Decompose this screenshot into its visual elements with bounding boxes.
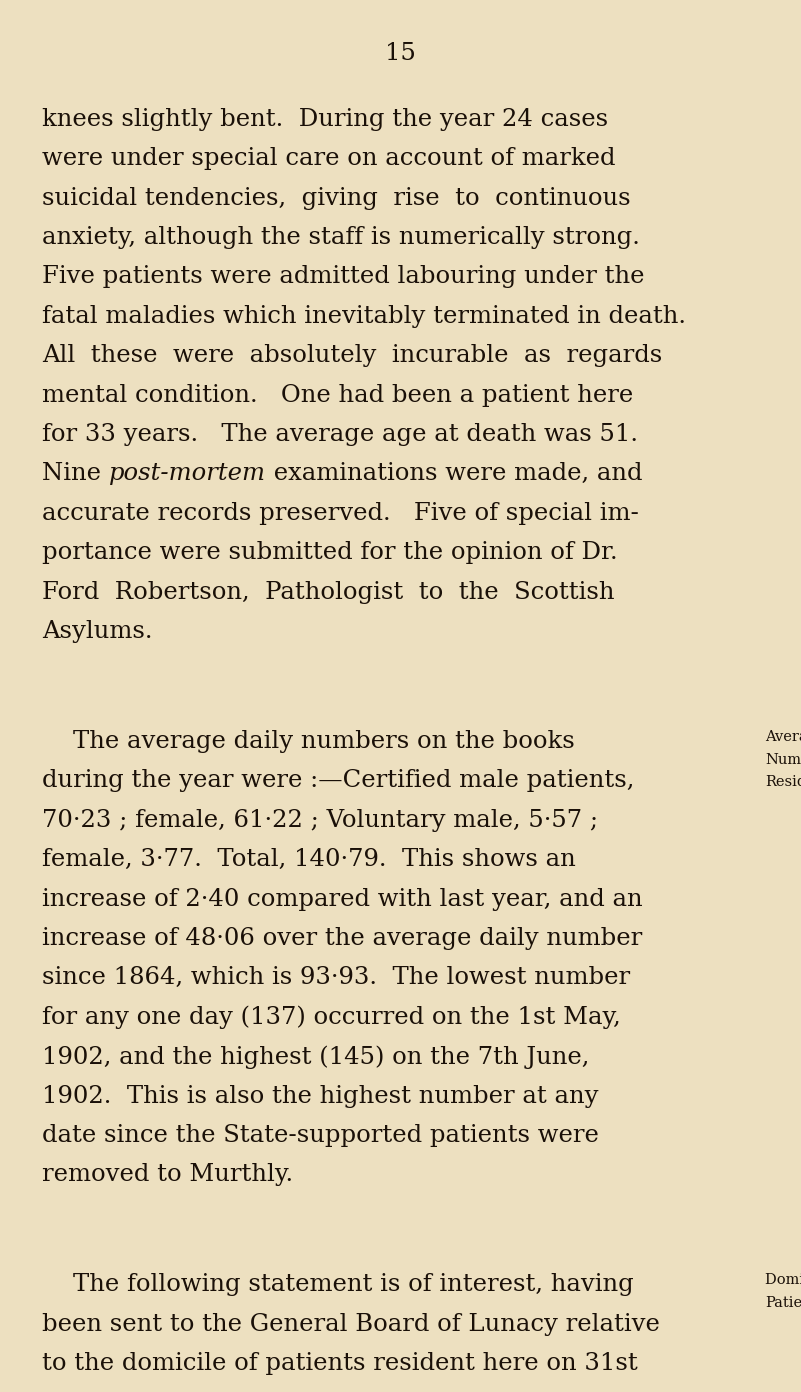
Text: The following statement is of interest, having: The following statement is of interest, … (42, 1274, 634, 1296)
Text: increase of 48·06 over the average daily number: increase of 48·06 over the average daily… (42, 927, 642, 949)
Text: were under special care on account of marked: were under special care on account of ma… (42, 148, 615, 170)
Text: Nine: Nine (42, 462, 109, 486)
Text: Five patients were admitted labouring under the: Five patients were admitted labouring un… (42, 266, 645, 288)
Text: examinations were made, and: examinations were made, and (266, 462, 642, 486)
Text: for any one day (137) occurred on the 1st May,: for any one day (137) occurred on the 1s… (42, 1006, 621, 1029)
Text: accurate records preserved.   Five of special im-: accurate records preserved. Five of spec… (42, 501, 639, 525)
Text: Average: Average (765, 731, 801, 745)
Text: 1902.  This is also the highest number at any: 1902. This is also the highest number at… (42, 1084, 598, 1108)
Text: removed to Murthly.: removed to Murthly. (42, 1164, 293, 1186)
Text: female, 3·77.  Total, 140·79.  This shows an: female, 3·77. Total, 140·79. This shows … (42, 848, 576, 871)
Text: during the year were :—Certified male patients,: during the year were :—Certified male pa… (42, 770, 634, 792)
Text: 15: 15 (385, 42, 416, 65)
Text: since 1864, which is 93·93.  The lowest number: since 1864, which is 93·93. The lowest n… (42, 966, 630, 990)
Text: been sent to the General Board of Lunacy relative: been sent to the General Board of Lunacy… (42, 1313, 660, 1336)
Text: Ford  Robertson,  Pathologist  to  the  Scottish: Ford Robertson, Pathologist to the Scott… (42, 580, 614, 604)
Text: fatal maladies which inevitably terminated in death.: fatal maladies which inevitably terminat… (42, 305, 686, 329)
Text: Domicile of: Domicile of (765, 1274, 801, 1288)
Text: for 33 years.   The average age at death was 51.: for 33 years. The average age at death w… (42, 423, 638, 445)
Text: date since the State-supported patients were: date since the State-supported patients … (42, 1123, 599, 1147)
Text: Numbers: Numbers (765, 753, 801, 767)
Text: portance were submitted for the opinion of Dr.: portance were submitted for the opinion … (42, 541, 618, 564)
Text: to the domicile of patients resident here on 31st: to the domicile of patients resident her… (42, 1352, 638, 1375)
Text: post-mortem: post-mortem (109, 462, 266, 486)
Text: 1902, and the highest (145) on the 7th June,: 1902, and the highest (145) on the 7th J… (42, 1045, 590, 1069)
Text: Resident.: Resident. (765, 775, 801, 789)
Text: increase of 2·40 compared with last year, and an: increase of 2·40 compared with last year… (42, 888, 642, 910)
Text: anxiety, although the staff is numerically strong.: anxiety, although the staff is numerical… (42, 226, 640, 249)
Text: mental condition.   One had been a patient here: mental condition. One had been a patient… (42, 384, 634, 406)
Text: Asylums.: Asylums. (42, 619, 152, 643)
Text: The average daily numbers on the books: The average daily numbers on the books (42, 731, 575, 753)
Text: All  these  were  absolutely  incurable  as  regards: All these were absolutely incurable as r… (42, 344, 662, 367)
Text: knees slightly bent.  During the year 24 cases: knees slightly bent. During the year 24 … (42, 109, 608, 131)
Text: 70·23 ; female, 61·22 ; Voluntary male, 5·57 ;: 70·23 ; female, 61·22 ; Voluntary male, … (42, 809, 598, 832)
Text: Patients.: Patients. (765, 1296, 801, 1310)
Text: suicidal tendencies,  giving  rise  to  continuous: suicidal tendencies, giving rise to cont… (42, 187, 630, 210)
